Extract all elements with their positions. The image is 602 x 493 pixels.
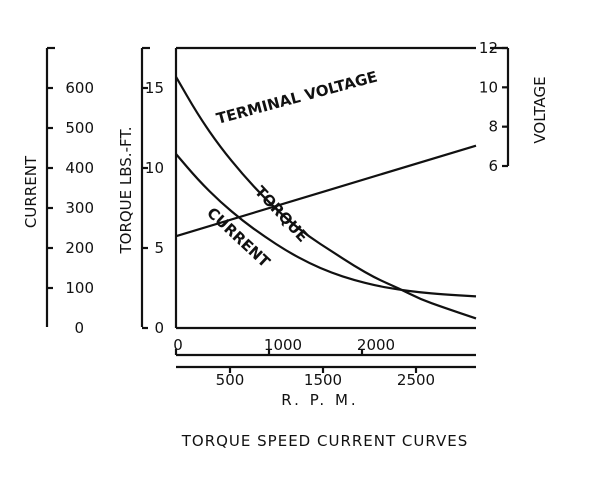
series-line-torque [175, 76, 477, 320]
current-tick-label: 0 [74, 319, 84, 337]
series-line-terminal-voltage [175, 144, 477, 238]
voltage-axis-label: VOLTAGE [531, 76, 549, 143]
current-axis-label: CURRENT [22, 155, 40, 228]
current-axis: 0 100 200 300 400 500 600 [45, 46, 94, 337]
voltage-tick-label: 6 [488, 157, 498, 175]
x-axis-label: R. P. M. [281, 391, 358, 409]
torque-tick-label: 10 [145, 159, 164, 177]
torque-axis: 0 5 10 15 [140, 46, 164, 337]
x-tick-label-upper: 1000 [264, 336, 302, 354]
current-tick-label: 100 [65, 279, 94, 297]
series-label-torque: TORQUE [251, 182, 312, 245]
voltage-axis: 6 8 10 12 [479, 39, 510, 175]
current-tick-label: 300 [65, 199, 94, 217]
chart-title: TORQUE SPEED CURRENT CURVES [181, 432, 469, 450]
x-tick-label-upper: 2000 [357, 336, 395, 354]
voltage-tick-label: 10 [479, 78, 498, 96]
current-tick-label: 500 [65, 119, 94, 137]
x-tick-label-lower: 1500 [304, 371, 342, 389]
x-tick-label-upper: 0 [173, 336, 183, 354]
torque-tick-label: 15 [145, 79, 164, 97]
voltage-tick-label: 8 [488, 118, 498, 136]
torque-tick-label: 5 [154, 239, 164, 257]
current-tick-label: 400 [65, 159, 94, 177]
x-tick-label-lower: 2500 [397, 371, 435, 389]
series-label-terminal-voltage: TERMINAL VOLTAGE [214, 68, 379, 128]
current-tick-label: 200 [65, 239, 94, 257]
current-tick-label: 600 [65, 79, 94, 97]
series-line-current [175, 153, 477, 298]
torque-axis-label: TORQUE LBS.-FT. [117, 126, 135, 254]
x-tick-label-lower: 500 [216, 371, 245, 389]
voltage-tick-label: 12 [479, 39, 498, 57]
torque-tick-label: 0 [154, 319, 164, 337]
series-label-current: CURRENT [203, 204, 274, 272]
